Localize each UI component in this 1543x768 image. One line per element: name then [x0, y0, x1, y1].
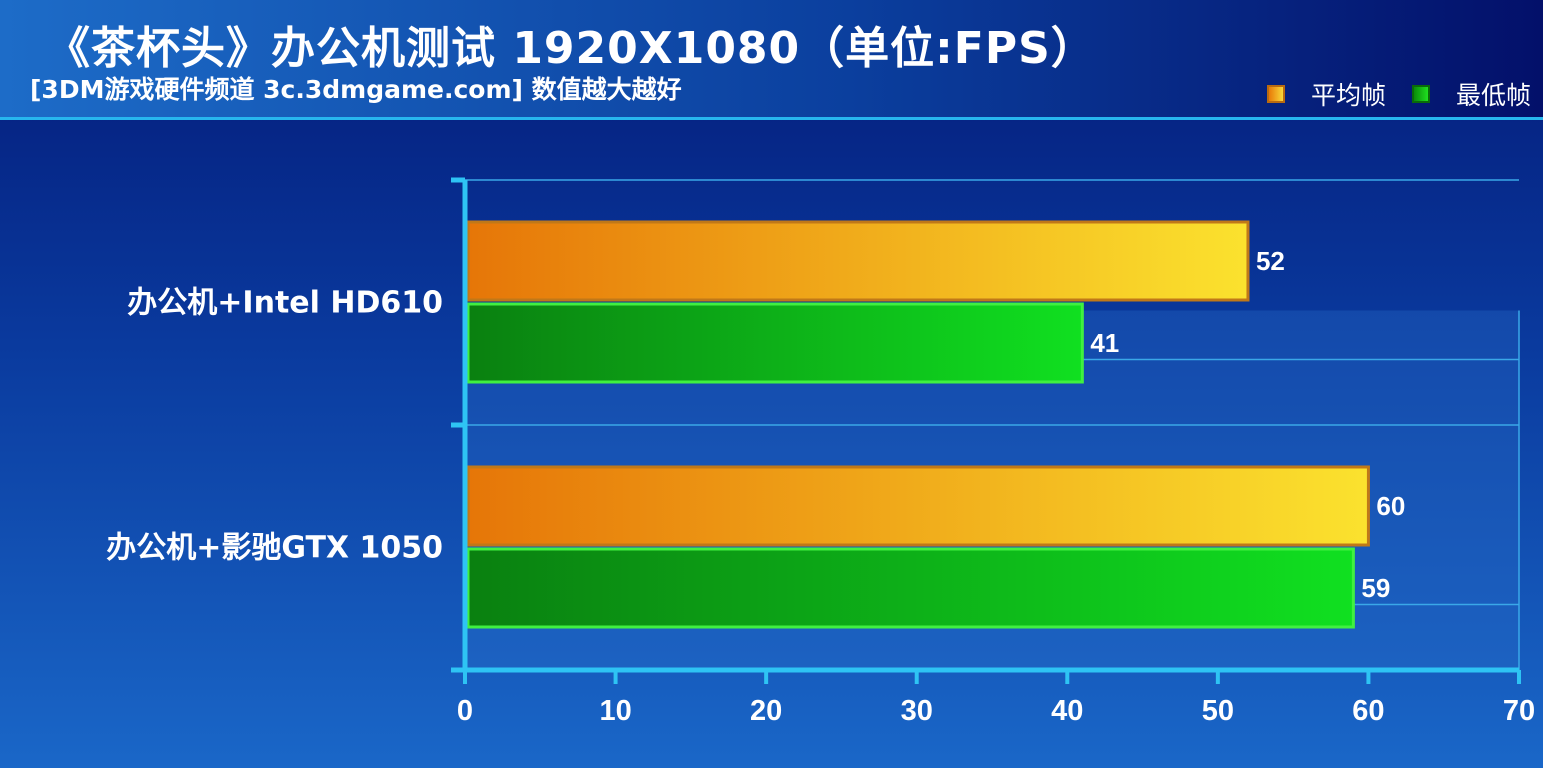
x-tick-label: 20	[750, 695, 782, 727]
x-tick-label: 70	[1503, 695, 1535, 727]
legend-label-avg: 平均帧	[1310, 81, 1386, 110]
x-tick-label: 30	[901, 695, 933, 727]
legend-item-avg: 平均帧	[1266, 76, 1386, 112]
legend-swatch-avg	[1266, 85, 1285, 103]
legend-item-min: 最低帧	[1411, 76, 1531, 112]
bar-avg	[466, 220, 1250, 302]
legend-label-min: 最低帧	[1455, 81, 1531, 110]
data-label: 59	[1361, 573, 1390, 603]
data-label: 52	[1256, 246, 1285, 276]
bar-min	[466, 302, 1084, 384]
x-tick-label: 0	[457, 695, 473, 727]
x-tick-label: 40	[1051, 695, 1083, 727]
data-label: 41	[1090, 328, 1119, 358]
data-label: 60	[1376, 491, 1405, 521]
chart-subtitle: [3DM游戏硬件频道 3c.3dmgame.com] 数值越大越好	[30, 75, 682, 104]
x-tick-label: 10	[599, 695, 631, 727]
category-label: 办公机+影驰GTX 1050	[106, 531, 443, 566]
x-tick-label: 60	[1352, 695, 1384, 727]
legend-swatch-min	[1411, 85, 1430, 103]
chart-title: 《茶杯头》办公机测试 1920X1080（单位:FPS）	[46, 23, 1096, 74]
chart-header: 《茶杯头》办公机测试 1920X1080（单位:FPS） [3DM游戏硬件频道 …	[0, 0, 1543, 120]
bar-avg	[466, 465, 1370, 547]
chart-legend: 平均帧 最低帧	[1241, 76, 1531, 112]
bar-min	[466, 547, 1355, 629]
category-label: 办公机+Intel HD610	[127, 286, 443, 321]
x-tick-label: 50	[1202, 695, 1234, 727]
